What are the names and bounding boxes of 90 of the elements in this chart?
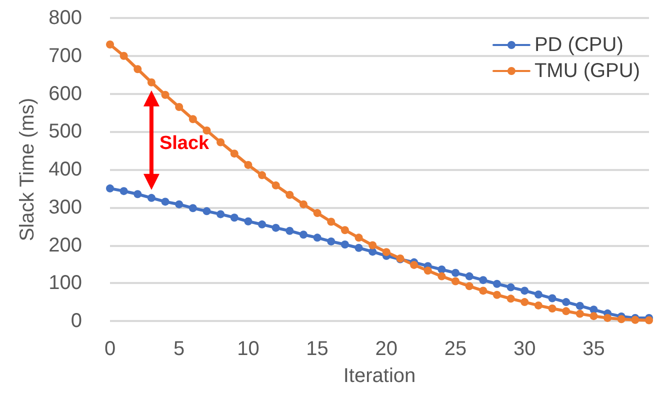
point [244, 217, 252, 226]
point [258, 220, 266, 228]
point [327, 218, 336, 226]
point [230, 214, 238, 222]
point [147, 194, 156, 202]
point [244, 160, 252, 169]
point [438, 272, 446, 280]
point [161, 198, 170, 206]
point [313, 209, 322, 218]
point [299, 200, 308, 208]
point [452, 277, 460, 286]
point [313, 234, 322, 242]
point [216, 138, 225, 146]
point [161, 90, 170, 99]
point [617, 315, 626, 324]
x-tick-label: 5 [174, 338, 185, 360]
y-tick-label: 700 [48, 44, 82, 67]
y-axis-title: Slack Time (ms) [16, 98, 39, 242]
point [299, 230, 308, 239]
point [479, 286, 488, 295]
x-tick-label: 30 [513, 338, 536, 360]
point [134, 190, 142, 198]
point [327, 237, 336, 246]
point [354, 234, 363, 242]
point [106, 40, 114, 49]
point [479, 276, 488, 284]
y-tick-label: 100 [48, 272, 82, 294]
point [465, 272, 474, 280]
point [188, 115, 197, 124]
point [134, 65, 142, 74]
legend-label: TMU (GPU) [534, 60, 640, 82]
x-axis-title: Iteration [343, 365, 416, 387]
point [452, 268, 460, 277]
point [147, 78, 156, 86]
point [106, 184, 114, 192]
point [645, 316, 653, 324]
point [120, 52, 128, 60]
point [230, 150, 238, 158]
x-tick-label: 10 [237, 338, 260, 360]
point [520, 298, 529, 306]
point [590, 312, 598, 320]
x-tick-label: 15 [306, 338, 328, 360]
point [354, 244, 363, 252]
point [465, 282, 474, 290]
point [438, 265, 446, 274]
point [506, 283, 515, 292]
point [202, 126, 211, 134]
point [202, 207, 211, 216]
point [576, 310, 584, 318]
point [340, 240, 349, 248]
point [534, 301, 542, 310]
point [272, 181, 280, 190]
point [188, 204, 197, 212]
point [410, 260, 418, 269]
x-tick-label: 25 [444, 338, 467, 360]
point [382, 248, 390, 256]
point [175, 103, 184, 112]
y-tick-label: 600 [48, 82, 82, 105]
point [562, 298, 570, 306]
point [258, 171, 266, 180]
point [562, 307, 570, 316]
point [492, 290, 501, 299]
annotation: Slack [159, 133, 210, 154]
point [175, 200, 184, 208]
point [286, 190, 294, 199]
point [368, 241, 377, 250]
point [492, 280, 501, 288]
point [120, 187, 128, 196]
point [272, 224, 280, 232]
y-tick-label: 300 [48, 196, 82, 218]
y-tick-label: 0 [70, 310, 82, 332]
y-tick-label: 200 [48, 234, 82, 256]
y-tick-label: 800 [48, 7, 82, 29]
y-tick-label: 500 [48, 120, 82, 143]
point [340, 226, 349, 234]
legend-label: PD (CPU) [534, 34, 624, 56]
point [576, 302, 584, 310]
x-tick-label: 35 [582, 338, 605, 360]
x-tick-label: 20 [375, 338, 398, 360]
point [506, 294, 515, 303]
point [286, 226, 294, 235]
x-tick-label: 0 [104, 338, 116, 360]
point [548, 304, 556, 312]
point [520, 286, 529, 295]
point [548, 294, 556, 302]
y-tick-label: 400 [48, 158, 82, 180]
point [604, 314, 612, 322]
point [424, 266, 432, 275]
point [534, 290, 542, 298]
point [216, 210, 225, 218]
